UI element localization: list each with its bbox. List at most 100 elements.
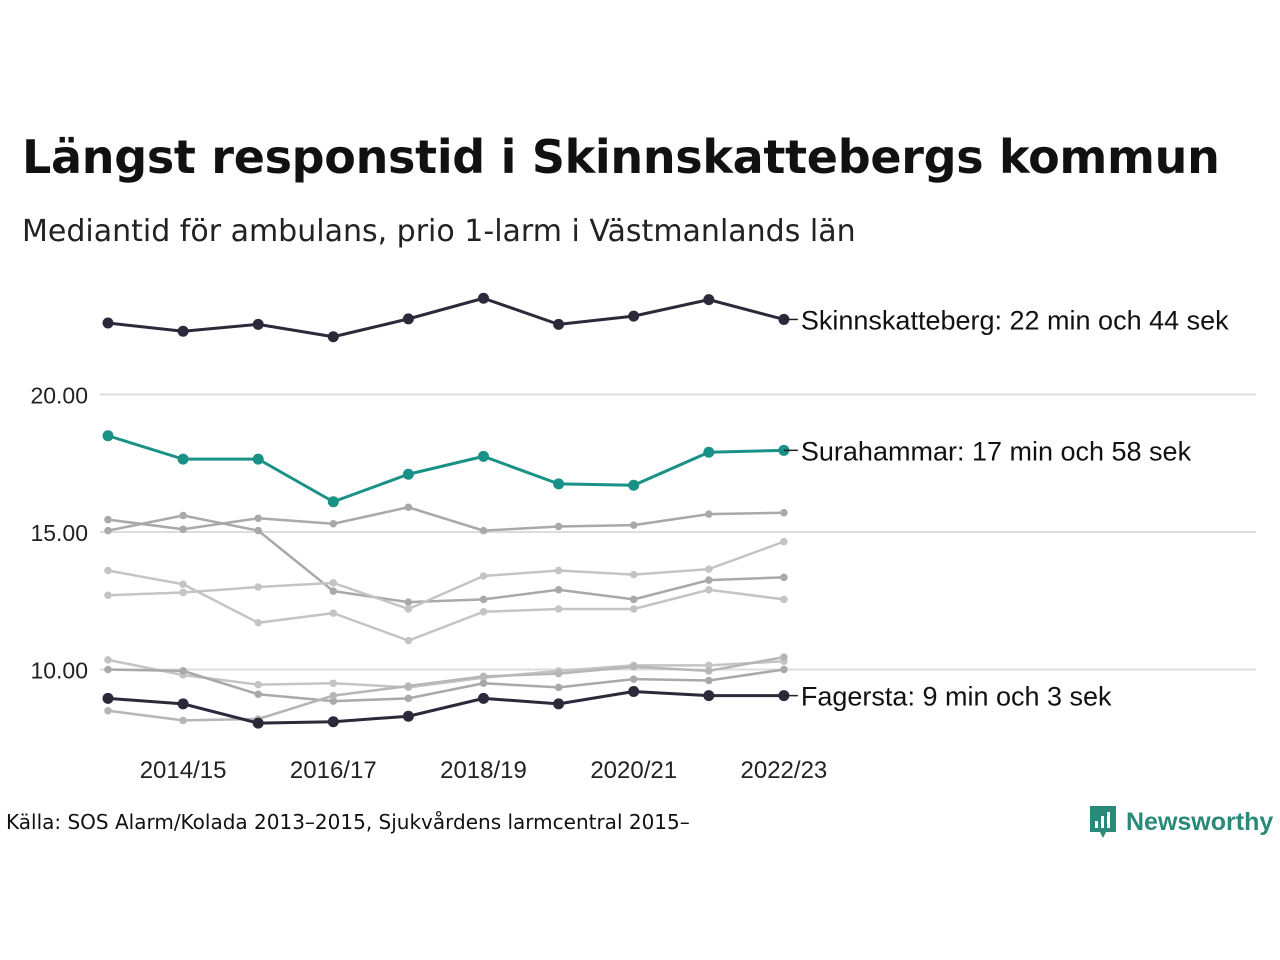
series-end-label: Surahammar: 17 min och 58 sek [801,436,1192,466]
data-point [479,672,488,681]
data-point [404,503,413,512]
x-axis-tick-labels: 2014/15 2016/17 2018/19 2020/21 2022/23 [140,757,828,784]
data-point [329,519,338,528]
data-point [705,510,713,518]
data-point [553,478,565,490]
data-point [179,511,187,520]
data-point [478,692,489,704]
data-point [479,679,488,688]
data-point [329,587,338,595]
data-point [327,496,339,508]
data-point [479,572,488,580]
data-point [629,570,638,579]
data-point [554,522,563,531]
data-point [703,690,715,702]
series-path [107,296,785,339]
data-point [179,716,187,725]
data-point [329,609,338,617]
series-end-label: Fagersta: 9 min och 3 sek [801,682,1112,712]
data-point [478,450,489,462]
newsworthy-logo-icon [1090,806,1116,838]
data-point [705,667,713,675]
series-line [104,665,788,705]
series-path [107,514,784,604]
data-point [177,698,189,710]
x-tick-label: 2016/17 [290,757,377,784]
data-point [104,665,112,674]
data-point [179,667,187,675]
data-point [254,618,262,627]
data-point [177,453,189,465]
data-point [404,636,413,645]
data-point [104,591,112,600]
data-point [329,679,338,688]
x-tick-label: 2018/19 [440,757,527,784]
y-tick-label: 20.00 [30,383,88,409]
data-point [479,595,488,604]
data-point [780,508,788,517]
data-point [628,479,640,491]
data-point [104,526,112,535]
series-path [107,658,784,689]
series-path [107,690,784,725]
series-path [107,668,785,703]
y-tick-label: 15.00 [30,520,88,546]
data-point [554,585,563,594]
data-point [179,580,187,589]
data-point [402,313,414,325]
data-point [329,579,338,587]
data-point [404,682,413,690]
chart-title: Längst responstid i Skinnskattebergs kom… [22,130,1220,184]
series-path [107,655,785,722]
data-point [404,694,413,703]
series-line [104,656,788,692]
data-point [628,310,640,322]
data-point [780,665,788,674]
data-point [629,662,638,671]
data-point [628,686,640,697]
y-tick-label: 10.00 [30,658,88,684]
fagersta-series [102,686,790,729]
chart-subtitle: Mediantid för ambulans, prio 1-larm i Vä… [22,214,856,249]
data-point [252,717,264,729]
data-point [102,692,114,704]
data-point [254,680,262,689]
series-end-label: Skinnskatteberg: 22 min och 44 sek [801,305,1229,335]
data-point [554,683,563,692]
data-point [629,595,638,604]
data-point [179,525,187,534]
data-point [780,537,788,546]
data-point [254,526,262,535]
data-point [705,585,713,594]
data-point [104,566,112,575]
data-point [329,697,338,705]
series-line [104,566,788,645]
data-point [402,710,414,722]
data-point [705,661,713,670]
data-point [252,318,264,330]
x-tick-label: 2014/15 [140,757,227,784]
data-point [629,675,638,683]
data-point [404,598,413,606]
x-tick-label: 2020/21 [590,757,677,784]
data-point [703,446,715,458]
series-lines [102,292,790,729]
data-point [554,566,563,575]
data-point [104,656,112,664]
x-tick-label: 2022/23 [741,757,828,784]
data-point [102,430,114,442]
data-point [554,605,563,613]
data-point [254,583,262,591]
data-point [479,607,488,616]
series-path [107,434,784,504]
series-line [104,503,788,535]
data-point [629,605,638,613]
y-axis-tick-labels: 10.00 15.00 20.00 [30,383,88,684]
data-point [703,294,715,306]
data-point [705,676,713,685]
data-point [629,521,638,529]
data-point [402,468,414,480]
data-point [254,514,262,523]
data-point [179,588,187,597]
